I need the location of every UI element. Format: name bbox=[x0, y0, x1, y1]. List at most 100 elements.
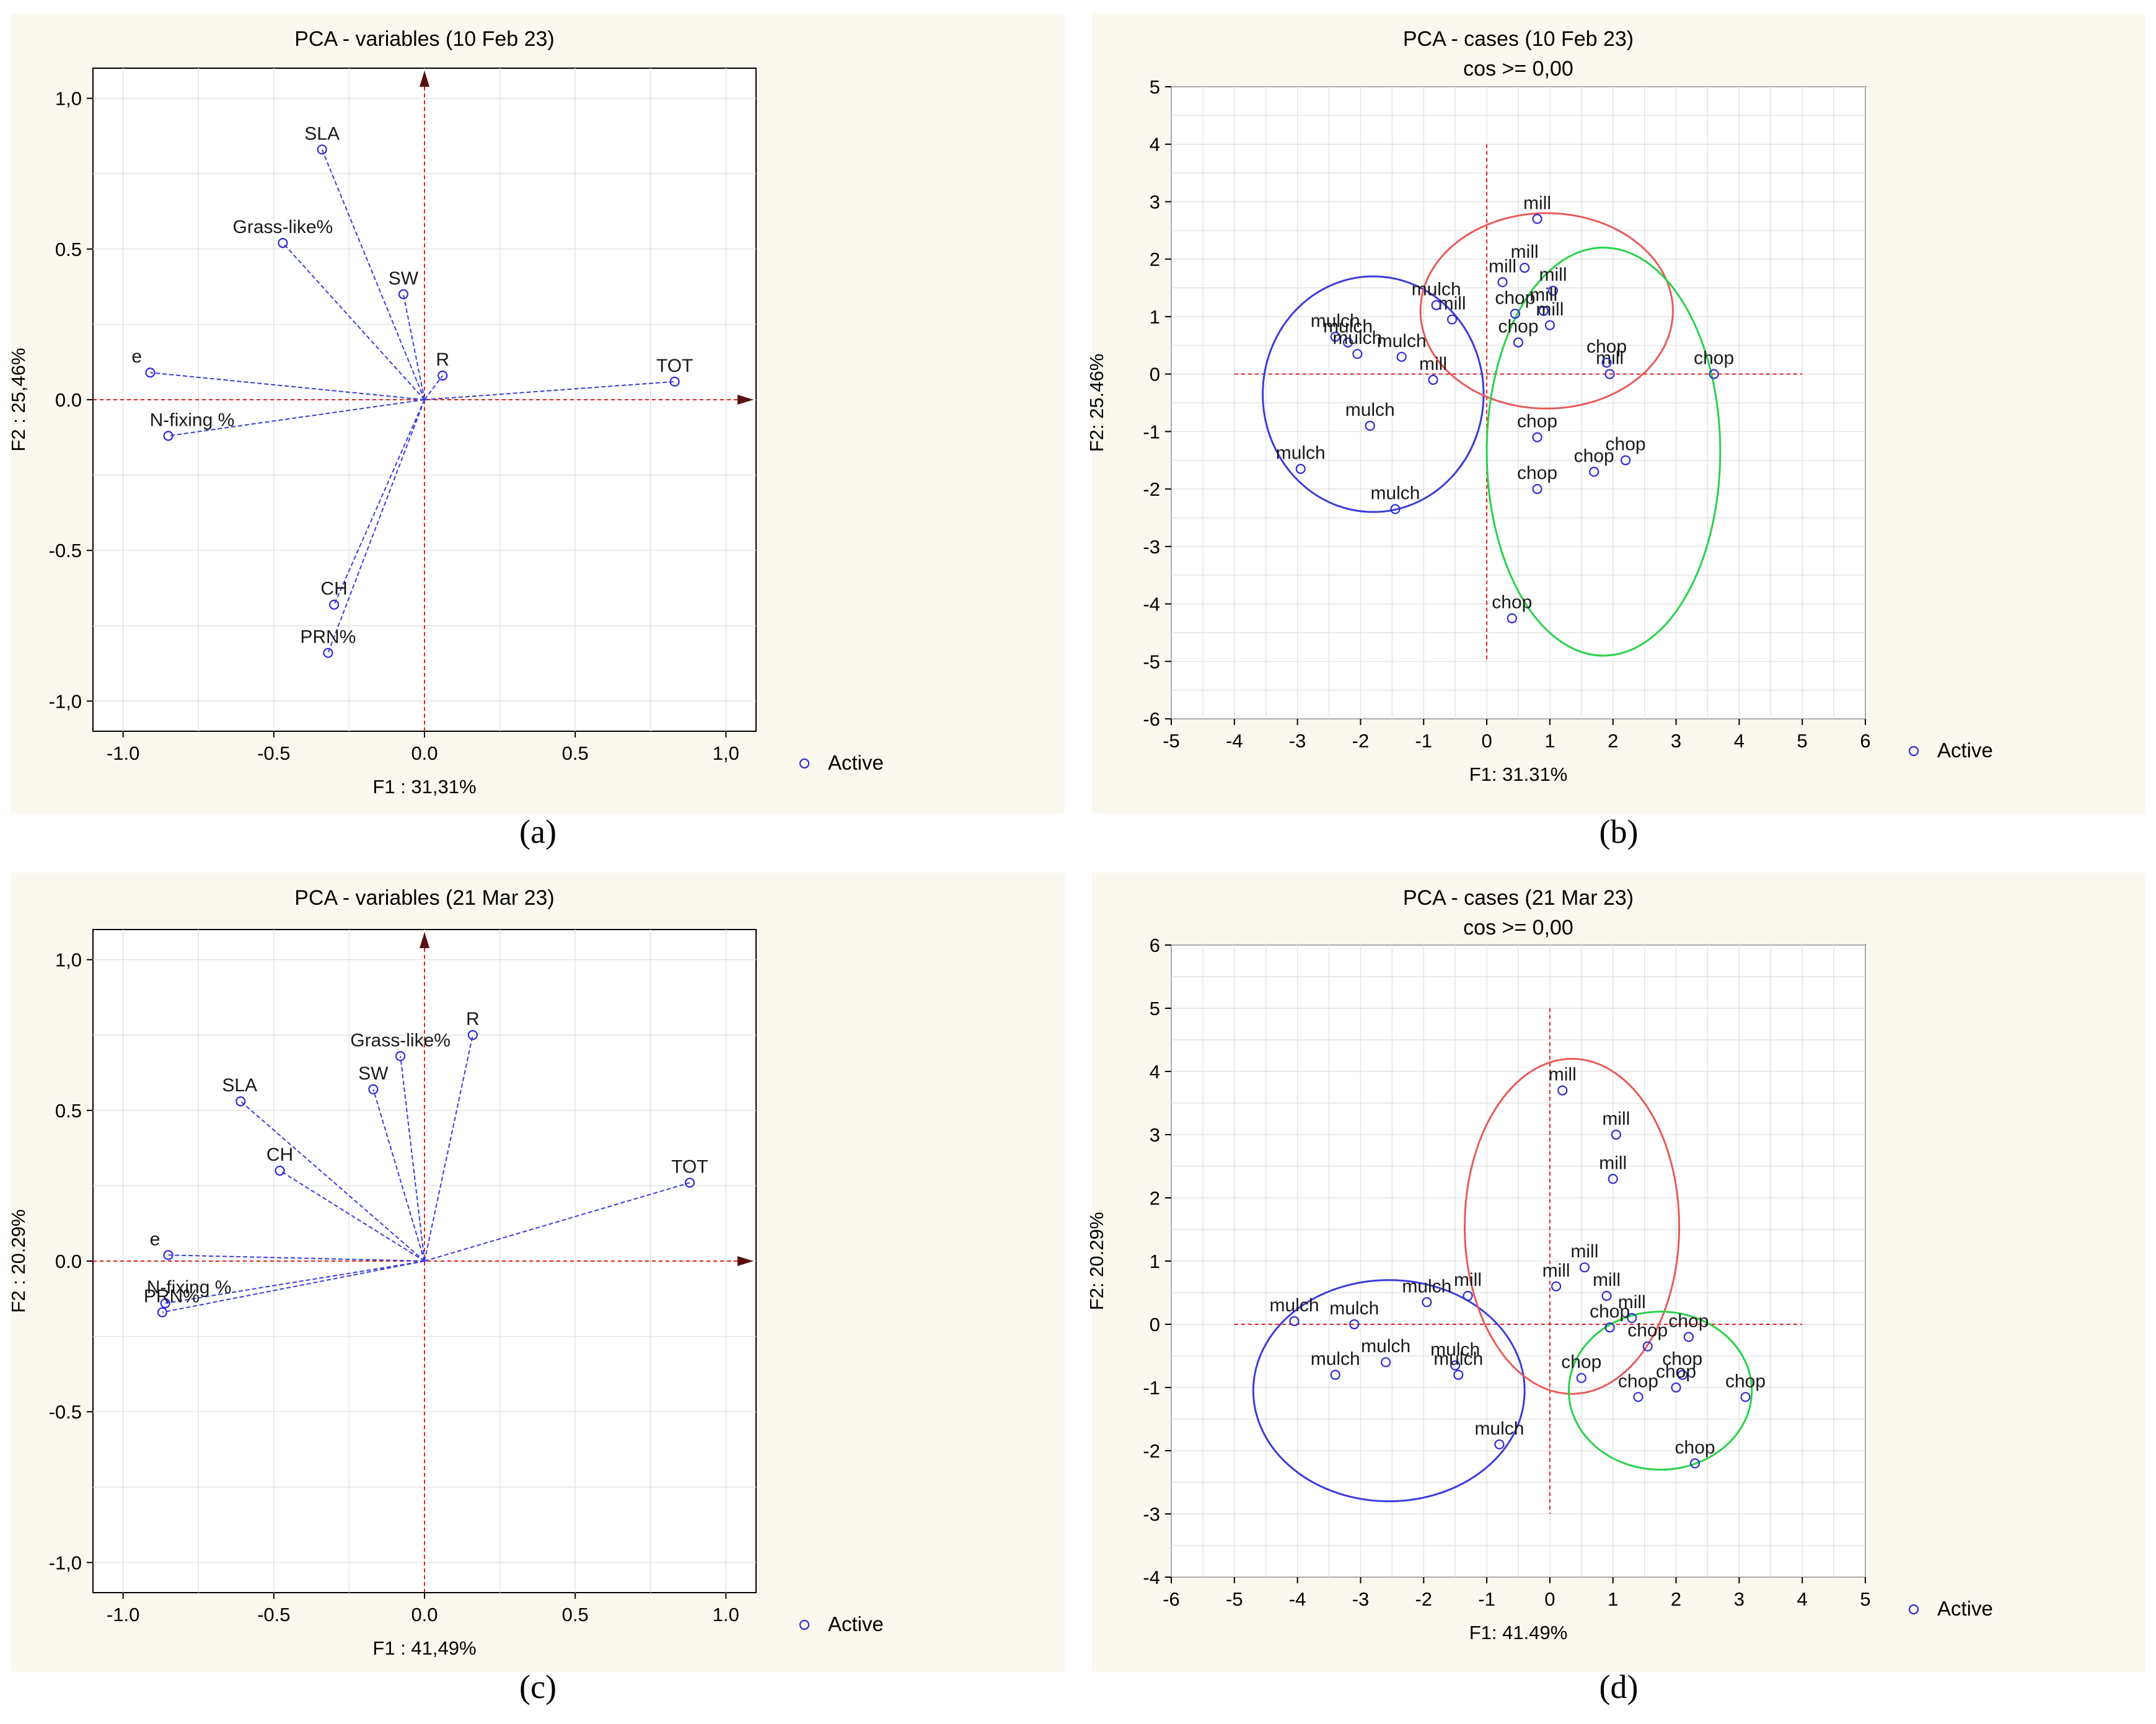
x-tick-label: 2 bbox=[1671, 1588, 1681, 1610]
legend-marker bbox=[1908, 745, 1919, 757]
data-point bbox=[1671, 1382, 1681, 1393]
y-tick-label: -3 bbox=[1143, 536, 1160, 558]
y-tick-label: -0.5 bbox=[49, 540, 82, 561]
chart-subtitle: cos >= 0,00 bbox=[1463, 57, 1573, 81]
data-point bbox=[1295, 464, 1306, 474]
y-axis-label: F2 : 20.29% bbox=[7, 1209, 29, 1313]
point-label: mulch bbox=[1332, 328, 1382, 348]
point-label: chop bbox=[1618, 1371, 1658, 1391]
data-point bbox=[1453, 1370, 1464, 1380]
point-label: mulch bbox=[1345, 400, 1395, 420]
loading-vector bbox=[424, 1035, 473, 1262]
x-tick-label: 1,0 bbox=[713, 742, 739, 764]
group-ellipse-mulch bbox=[1252, 1279, 1526, 1503]
x-tick-label: 0 bbox=[1544, 1588, 1555, 1610]
data-point bbox=[1642, 1341, 1653, 1352]
point-label: mill bbox=[1542, 1260, 1570, 1281]
point-label: chop bbox=[1627, 1321, 1668, 1341]
x-tick-label: 5 bbox=[1860, 1588, 1870, 1610]
point-label: mulch bbox=[1377, 331, 1427, 351]
point-label: mill bbox=[1523, 193, 1551, 213]
arrowhead-up bbox=[420, 932, 429, 948]
panel-c: PCA - variables (21 Mar 23) -1.0 -0.5 0.0 0.… bbox=[7, 873, 1065, 1672]
data-point bbox=[323, 648, 333, 658]
y-tick-label: 2 bbox=[1150, 1187, 1160, 1209]
data-point bbox=[1422, 1297, 1432, 1308]
point-label: chop bbox=[1694, 348, 1734, 369]
loading-vector bbox=[424, 375, 443, 400]
data-point bbox=[1497, 277, 1508, 288]
data-point bbox=[1330, 1370, 1340, 1380]
data-point bbox=[163, 1250, 174, 1260]
legend-marker bbox=[799, 758, 810, 769]
point-label: mulch bbox=[1430, 1339, 1480, 1360]
x-tick-label: 5 bbox=[1797, 730, 1808, 752]
arrowhead-up bbox=[420, 71, 429, 87]
x-tick-label: -0.5 bbox=[257, 742, 290, 764]
data-point bbox=[684, 1177, 695, 1188]
y-tick-label: 1,0 bbox=[55, 949, 82, 971]
data-point bbox=[438, 370, 448, 381]
y-tick-label: 0.5 bbox=[55, 1100, 82, 1122]
point-label: chop bbox=[1656, 1361, 1696, 1382]
point-label: mulch bbox=[1311, 1349, 1360, 1370]
y-tick-label: 0.0 bbox=[55, 389, 82, 411]
data-point bbox=[1538, 306, 1549, 316]
legend-label: Active bbox=[828, 751, 884, 774]
point-label: chop bbox=[1725, 1371, 1766, 1391]
group-ellipse-mill bbox=[1463, 1058, 1681, 1395]
y-tick-label: 0.0 bbox=[55, 1251, 82, 1272]
point-label: mill bbox=[1539, 265, 1567, 285]
x-tick-label: 1 bbox=[1608, 1588, 1618, 1610]
y-tick-label: -4 bbox=[1143, 1567, 1160, 1588]
legend-label: Active bbox=[1937, 739, 1993, 762]
loading-vector bbox=[282, 242, 425, 400]
y-axis-label: F2 : 25,46% bbox=[7, 348, 29, 451]
data-point bbox=[1365, 420, 1375, 431]
x-tick-label: 1 bbox=[1544, 730, 1555, 752]
y-tick-label: -1,0 bbox=[49, 1552, 82, 1573]
data-point bbox=[1510, 309, 1521, 319]
panel-d: PCA - cases (21 Mar 23) cos >= 0,00 -6 -5 -4… bbox=[1086, 873, 2145, 1672]
point-label: PRN% bbox=[144, 1286, 200, 1307]
point-label: mill bbox=[1593, 1270, 1621, 1290]
panel-b: PCA - cases (10 Feb 23) cos >= 0,00 -5 -4 -3… bbox=[1086, 14, 2145, 813]
y-tick-label: -0.5 bbox=[49, 1401, 82, 1423]
loading-vector bbox=[402, 294, 425, 400]
loading-vector bbox=[327, 399, 425, 653]
x-tick-label: 4 bbox=[1797, 1588, 1808, 1610]
group-ellipse-chop bbox=[1567, 1311, 1753, 1471]
x-axis-label: F1: 31.31% bbox=[1469, 763, 1568, 785]
point-label: mulch bbox=[1270, 1295, 1319, 1316]
point-label: mulch bbox=[1412, 279, 1461, 299]
point-label: e bbox=[150, 1229, 161, 1249]
x-tick-label: 0.0 bbox=[411, 1604, 438, 1625]
x-tick-label: -5 bbox=[1226, 1588, 1243, 1610]
x-tick-label: 0.5 bbox=[562, 742, 589, 764]
group-ellipse-mill bbox=[1419, 212, 1674, 410]
data-point bbox=[235, 1096, 246, 1107]
point-label: CH bbox=[266, 1145, 293, 1165]
x-tick-label: 0.5 bbox=[562, 1604, 589, 1625]
x-tick-label: -1 bbox=[1478, 1588, 1495, 1610]
point-label: mill bbox=[1419, 354, 1447, 374]
data-point bbox=[395, 1051, 406, 1062]
point-label: chop bbox=[1498, 317, 1538, 337]
group-ellipse-mulch bbox=[1262, 275, 1485, 513]
data-point bbox=[1709, 369, 1719, 379]
x-axis-label: F1 : 31,31% bbox=[372, 776, 476, 798]
data-point bbox=[1342, 337, 1353, 348]
point-label: mulch bbox=[1402, 1276, 1451, 1296]
y-tick-label: 1 bbox=[1150, 306, 1160, 328]
point-label: PRN% bbox=[300, 627, 356, 648]
group-ellipse-chop bbox=[1485, 247, 1722, 657]
point-label: chop bbox=[1590, 1301, 1630, 1322]
point-label: mill bbox=[1618, 1292, 1646, 1313]
point-label: e bbox=[131, 346, 142, 367]
point-label: mill bbox=[1489, 256, 1516, 276]
y-tick-label: 0.5 bbox=[55, 239, 82, 260]
x-tick-label: -1.0 bbox=[107, 742, 139, 764]
data-point bbox=[1740, 1392, 1751, 1402]
point-label: mill bbox=[1536, 299, 1564, 320]
